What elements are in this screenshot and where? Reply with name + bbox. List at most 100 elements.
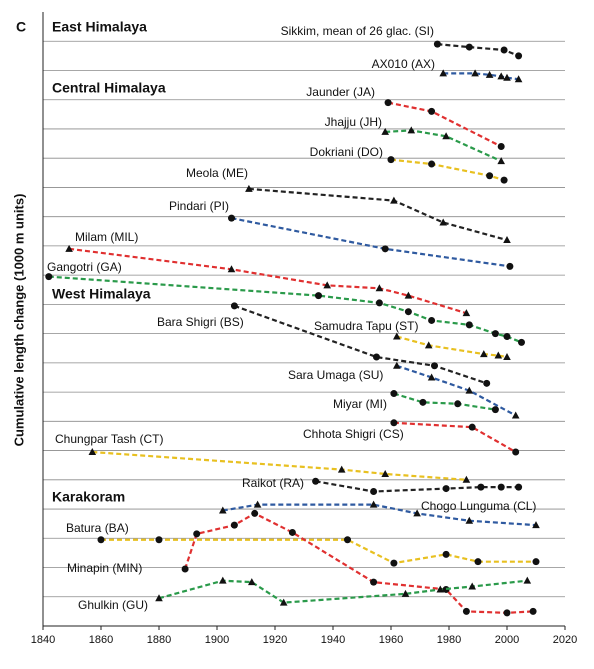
series-label: Jaunder (JA)	[306, 85, 375, 99]
marker	[431, 362, 438, 370]
marker	[454, 400, 462, 408]
marker	[393, 361, 401, 369]
marker	[390, 419, 398, 427]
marker	[523, 576, 532, 584]
marker	[532, 521, 540, 529]
marker	[312, 477, 320, 485]
marker	[288, 528, 296, 536]
marker	[401, 589, 410, 597]
marker	[404, 291, 413, 299]
x-tick-label: 1860	[89, 634, 113, 646]
marker	[462, 309, 471, 317]
series-line	[437, 43, 520, 57]
y-axis-label: Cumulative length change (1000 m units)	[11, 194, 26, 447]
marker	[483, 379, 491, 387]
marker	[497, 142, 505, 150]
marker	[227, 265, 236, 273]
marker	[390, 196, 398, 204]
marker	[427, 373, 436, 381]
series-line	[315, 480, 519, 493]
marker	[230, 521, 238, 529]
marker	[511, 411, 520, 419]
series-line	[396, 335, 508, 359]
marker	[193, 530, 201, 538]
marker	[433, 40, 441, 48]
series-line	[222, 503, 537, 527]
marker	[279, 598, 288, 606]
marker	[155, 536, 163, 544]
x-tick-label: 1880	[147, 634, 171, 646]
series-label: Sikkim, mean of 26 glac. (SI)	[281, 24, 434, 38]
series-line	[184, 512, 534, 614]
marker	[503, 73, 511, 81]
marker	[480, 350, 488, 358]
marker	[387, 156, 395, 164]
marker	[375, 299, 383, 307]
marker	[515, 52, 523, 60]
marker	[442, 132, 450, 140]
series-label: Minapin (MIN)	[67, 561, 142, 575]
marker	[471, 69, 479, 77]
marker	[515, 483, 523, 491]
series-label: Milam (MIL)	[75, 230, 138, 244]
series-line	[101, 538, 536, 565]
region-label: Central Himalaya	[52, 80, 166, 96]
marker	[474, 558, 482, 566]
marker	[532, 558, 540, 566]
x-tick-label: 1940	[321, 634, 345, 646]
marker	[462, 475, 471, 483]
marker	[155, 594, 163, 602]
series-label: Bara Shigri (BS)	[157, 315, 244, 329]
marker	[407, 126, 416, 134]
marker	[369, 500, 378, 508]
series-line	[158, 579, 528, 604]
marker	[486, 172, 494, 180]
series-line	[390, 158, 505, 182]
series-line	[68, 247, 467, 315]
marker	[497, 483, 505, 491]
series-line	[393, 421, 517, 453]
marker	[442, 485, 450, 493]
series-label: Ghulkin (GU)	[78, 598, 148, 612]
marker	[465, 516, 474, 524]
x-tick-label: 1960	[379, 634, 403, 646]
marker	[375, 284, 384, 292]
marker	[404, 308, 412, 316]
x-tick-label: 2020	[553, 634, 577, 646]
marker	[518, 338, 525, 346]
marker	[529, 607, 537, 615]
series-label: Dokriani (DO)	[310, 145, 383, 159]
region-label: West Himalaya	[52, 286, 151, 302]
marker	[506, 262, 514, 270]
marker	[512, 448, 520, 456]
marker	[381, 469, 389, 477]
marker	[390, 559, 398, 567]
series-line	[393, 392, 496, 411]
panel-label: C	[16, 19, 26, 35]
marker	[181, 565, 189, 573]
marker	[251, 509, 259, 517]
marker	[97, 536, 105, 544]
marker	[219, 576, 227, 584]
region-label: East Himalaya	[52, 19, 147, 35]
series-label: Chungpar Tash (CT)	[55, 432, 164, 446]
marker	[468, 423, 476, 431]
marker	[442, 550, 450, 558]
marker	[65, 244, 73, 252]
marker	[393, 332, 401, 340]
marker	[390, 390, 398, 398]
marker	[45, 273, 53, 281]
marker	[373, 353, 380, 361]
marker	[500, 46, 508, 54]
marker	[428, 160, 436, 168]
marker	[439, 69, 447, 77]
series-label: Sara Umaga (SU)	[288, 368, 383, 382]
marker	[344, 536, 351, 544]
marker	[428, 107, 436, 115]
marker	[228, 214, 235, 222]
series-line	[396, 364, 517, 417]
marker	[315, 292, 322, 300]
marker	[503, 236, 511, 244]
series-label: Gangotri (GA)	[47, 260, 122, 274]
